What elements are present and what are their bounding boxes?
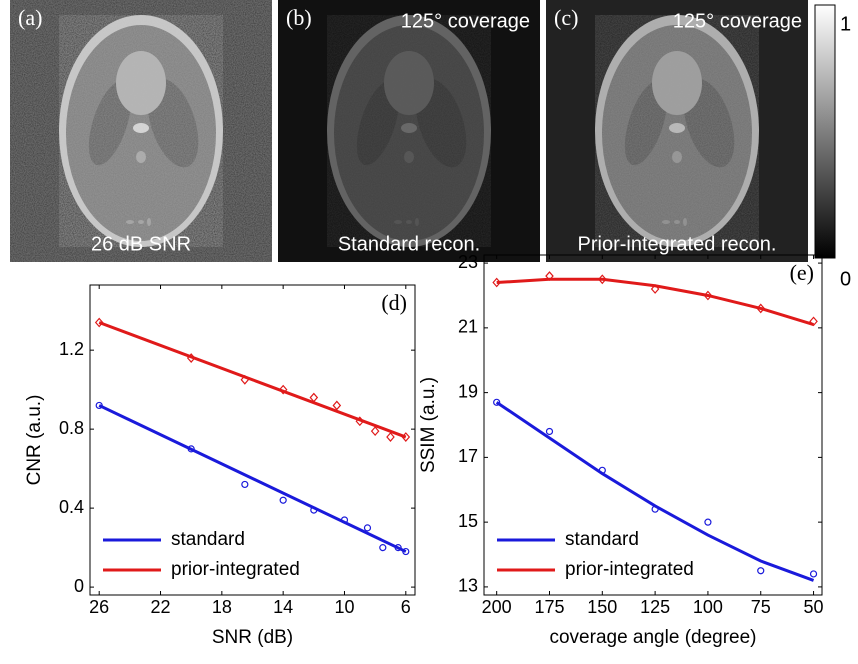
y-tick-label: 15 (458, 511, 478, 531)
panel-caption: Standard recon. (338, 233, 480, 255)
image-a: (a) 26 dB SNR (10, 0, 272, 262)
x-tick-label: 150 (587, 597, 617, 617)
y-tick-label: 0.4 (59, 497, 84, 517)
point (704, 518, 712, 526)
y-axis-label: SSIM (a.u.) (418, 377, 439, 473)
y-tick-label: 21 (458, 317, 478, 337)
colorbar-tick-label: 1 (840, 13, 851, 35)
point (310, 506, 318, 514)
panel-caption: 26 dB SNR (91, 233, 191, 255)
x-tick-label: 100 (693, 597, 723, 617)
image-c: (c) 125° coverage Prior-integrated recon… (546, 0, 808, 262)
panel-caption: Prior-integrated recon. (578, 233, 777, 255)
point (598, 274, 607, 285)
point (651, 505, 659, 513)
point (757, 567, 765, 575)
x-tick-label: 22 (151, 597, 171, 617)
x-tick-label: 50 (804, 597, 824, 617)
point (545, 271, 554, 281)
point (394, 544, 402, 552)
x-axis-label: SNR (dB) (212, 627, 293, 648)
point (379, 544, 387, 552)
y-tick-label: 0 (74, 576, 84, 596)
x-tick-label: 10 (334, 597, 354, 617)
point (703, 290, 713, 301)
point (386, 432, 395, 442)
y-axis-label: CNR (a.u.) (24, 395, 45, 486)
point (278, 384, 288, 395)
point (309, 392, 319, 403)
fit-line (98, 404, 407, 553)
colorbar-tick-label: 0 (840, 268, 851, 290)
point (809, 570, 818, 578)
panel-letter: (b) (286, 5, 312, 30)
point (402, 547, 410, 556)
fit-line (98, 321, 407, 439)
fit-line (496, 277, 814, 327)
point (401, 432, 411, 442)
legend-label: prior-integrated (565, 559, 694, 580)
panel-label: (d) (381, 290, 407, 315)
x-tick-label: 14 (273, 597, 293, 617)
y-tick-label: 1.2 (59, 339, 84, 359)
point (650, 284, 660, 294)
x-tick-label: 26 (89, 597, 109, 617)
point (598, 466, 606, 474)
x-tick-label: 18 (212, 597, 232, 617)
panel-letter: (a) (18, 5, 42, 30)
point (355, 416, 365, 427)
point (186, 353, 196, 363)
panel-note: 125° coverage (401, 10, 530, 32)
panel-letter: (c) (554, 5, 578, 30)
y-tick-label: 19 (458, 381, 478, 401)
point (241, 480, 249, 489)
point (493, 398, 501, 406)
plot-frame (89, 284, 416, 596)
x-axis-label: coverage angle (degree) (549, 627, 756, 648)
point (332, 400, 342, 411)
point (809, 316, 818, 327)
y-tick-label: 13 (458, 576, 478, 596)
point (94, 317, 104, 328)
legend-label: standard (171, 529, 245, 550)
point (187, 445, 195, 453)
fit-line (495, 401, 815, 582)
legend-label: standard (565, 529, 639, 550)
plot-frame (483, 254, 823, 596)
point (545, 427, 554, 436)
point (279, 496, 287, 504)
x-tick-label: 6 (401, 597, 411, 617)
y-tick-label: 0.8 (59, 418, 84, 438)
x-tick-label: 200 (482, 597, 512, 617)
image-b: (b) 125° coverage Standard recon. (278, 0, 540, 262)
panel-note: 125° coverage (673, 10, 802, 32)
y-tick-label: 17 (458, 446, 478, 466)
panel-label: (e) (790, 260, 814, 285)
x-tick-label: 175 (534, 597, 564, 617)
y-tick-label: 23 (458, 252, 478, 272)
legend-label: prior-integrated (171, 559, 300, 580)
point (363, 524, 372, 532)
point (492, 277, 501, 288)
point (340, 516, 349, 524)
x-tick-label: 75 (751, 597, 771, 617)
point (95, 401, 103, 410)
colorbar (814, 4, 836, 259)
point (240, 374, 250, 385)
point (756, 303, 766, 314)
point (370, 426, 380, 437)
image-panels: (a) 26 dB SNR (b) 125° coverage Standard… (10, 0, 836, 262)
x-tick-label: 125 (640, 597, 670, 617)
